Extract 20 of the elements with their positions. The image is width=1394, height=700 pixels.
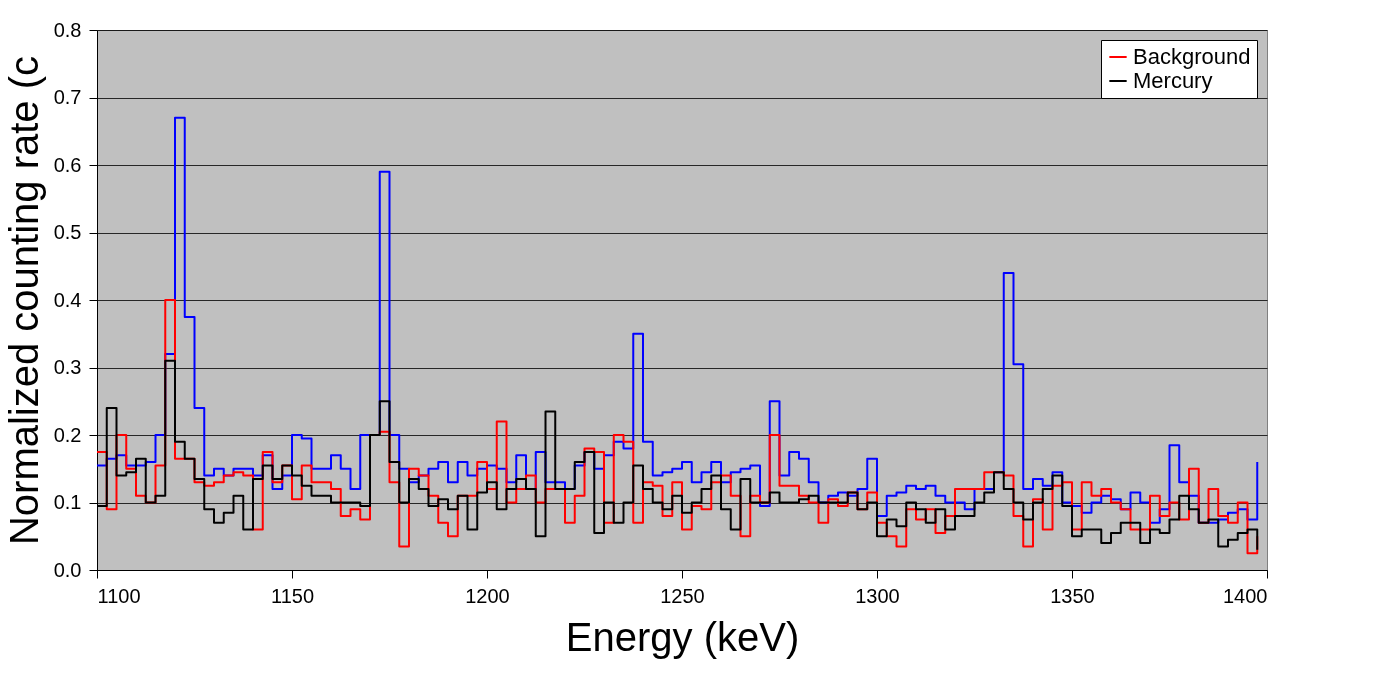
y-tick-label: 0.5 bbox=[53, 221, 82, 243]
x-tick-label: 1150 bbox=[270, 584, 315, 607]
y-axis-title: Normalized counting rate (c bbox=[1, 55, 46, 546]
x-tick-label: 1200 bbox=[465, 584, 510, 607]
y-tick-label: 0.2 bbox=[53, 423, 82, 446]
y-tick-label: 0.4 bbox=[53, 288, 82, 311]
x-tick-label: 1400 bbox=[1223, 584, 1268, 607]
x-tick-label: 1250 bbox=[660, 584, 705, 607]
y-tick-label: 0.0 bbox=[53, 558, 82, 581]
y-tick-label: 0.3 bbox=[53, 356, 82, 378]
x-tick-label: 1350 bbox=[1050, 584, 1095, 607]
y-tick-label: 0.7 bbox=[53, 86, 82, 108]
x-tick-label: 1100 bbox=[97, 584, 141, 607]
legend-label: Background bbox=[1133, 44, 1251, 69]
legend-label: Mercury bbox=[1133, 68, 1213, 93]
x-axis-title: Energy (keV) bbox=[565, 614, 800, 659]
x-tick-label: 1300 bbox=[855, 584, 900, 607]
y-tick-label: 0.8 bbox=[53, 18, 82, 41]
y-tick-label: 0.1 bbox=[53, 491, 82, 513]
y-tick-label: 0.6 bbox=[53, 153, 82, 176]
